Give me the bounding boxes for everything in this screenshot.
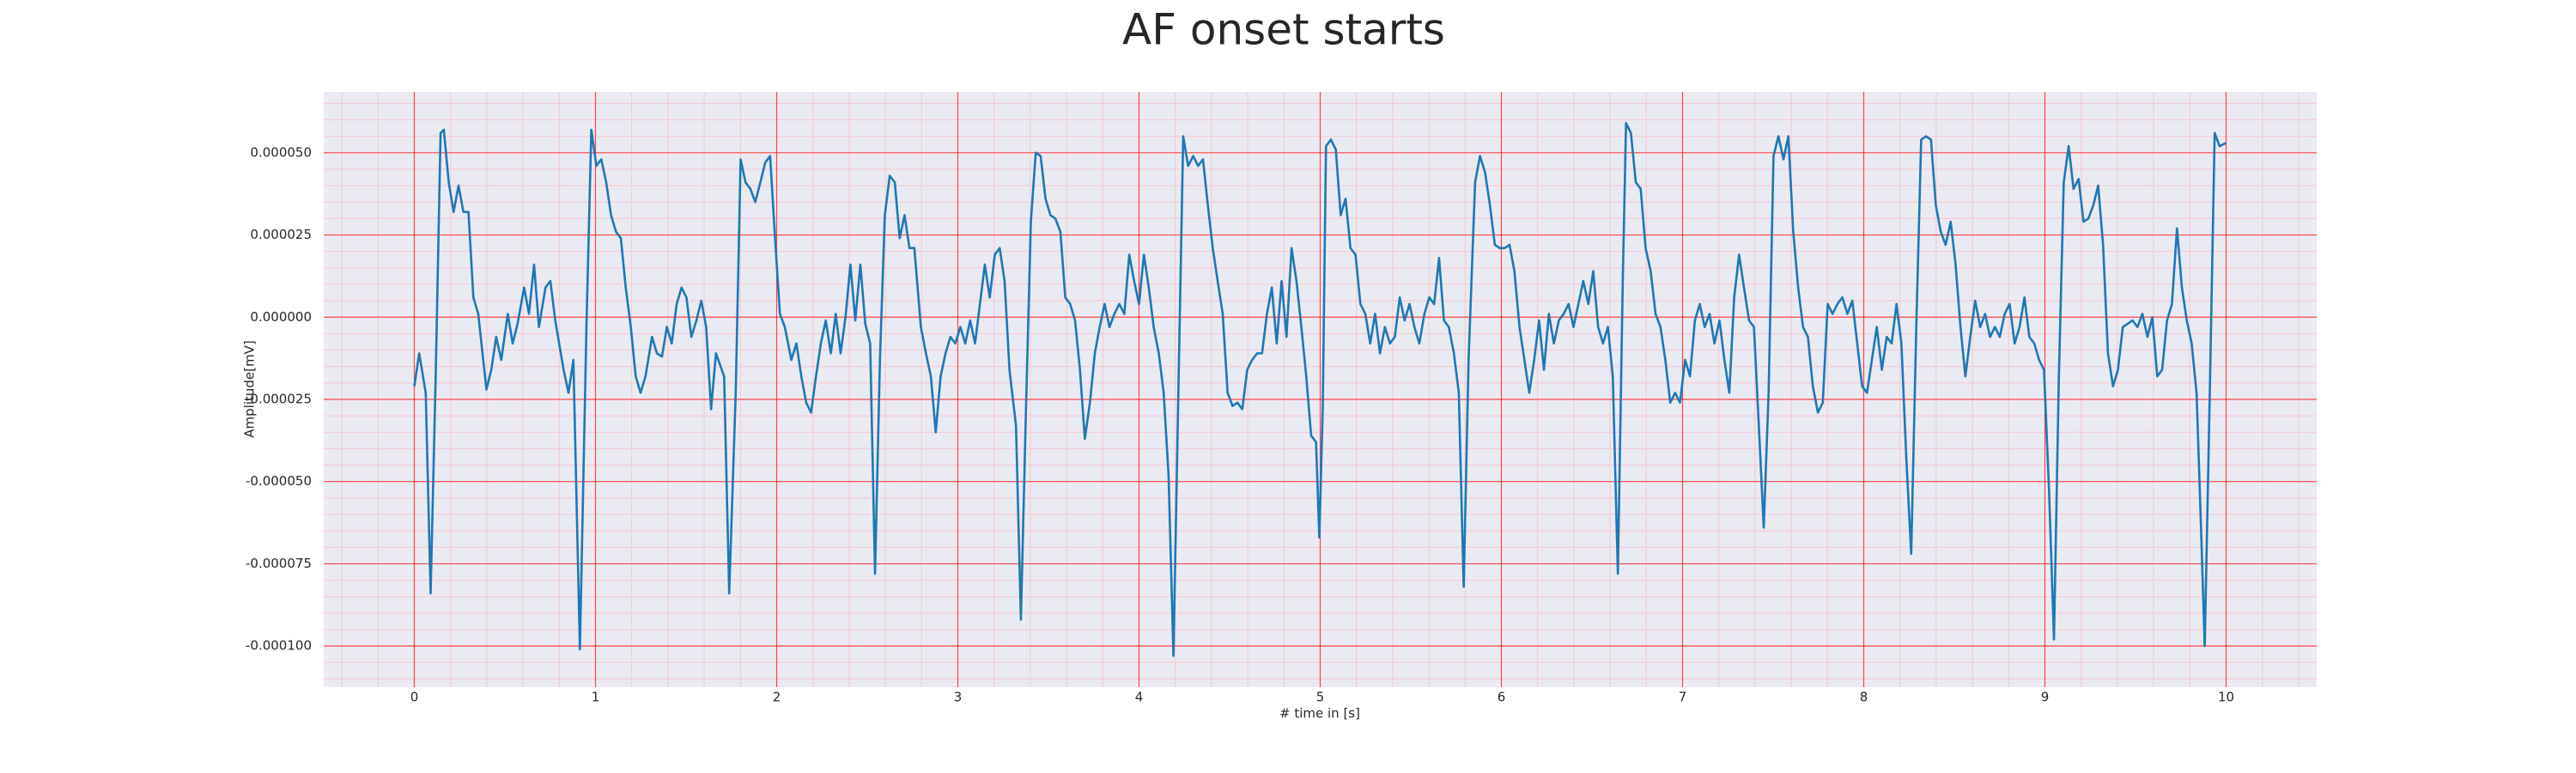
y-tick-label: 0.000025	[250, 227, 312, 242]
x-tick-label: 9	[2041, 690, 2050, 705]
x-tick-label: 7	[1679, 690, 1687, 705]
y-tick-label: -0.000100	[246, 638, 312, 654]
x-tick-label: 3	[954, 690, 963, 705]
signal-line	[413, 122, 2227, 657]
x-tick-label: 0	[410, 690, 419, 705]
y-tick-label: -0.000025	[246, 391, 312, 406]
x-tick-label: 10	[2218, 690, 2234, 705]
x-axis-label: # time in [s]	[1279, 706, 1360, 721]
y-tick-label: 0.000000	[250, 309, 312, 325]
y-tick-label: 0.000050	[250, 144, 312, 160]
x-tick-label: 1	[592, 690, 600, 705]
x-tick-label: 4	[1135, 690, 1144, 705]
y-tick-label: -0.000050	[246, 473, 312, 489]
y-tick-label: -0.000075	[246, 556, 312, 571]
x-tick-label: 6	[1498, 690, 1506, 705]
x-tick-label: 8	[1860, 690, 1868, 705]
x-tick-label: 5	[1316, 690, 1325, 705]
chart-title: AF onset starts	[1122, 5, 1445, 55]
x-tick-label: 2	[773, 690, 781, 705]
y-axis-label: Amplitude[mV]	[242, 340, 258, 437]
